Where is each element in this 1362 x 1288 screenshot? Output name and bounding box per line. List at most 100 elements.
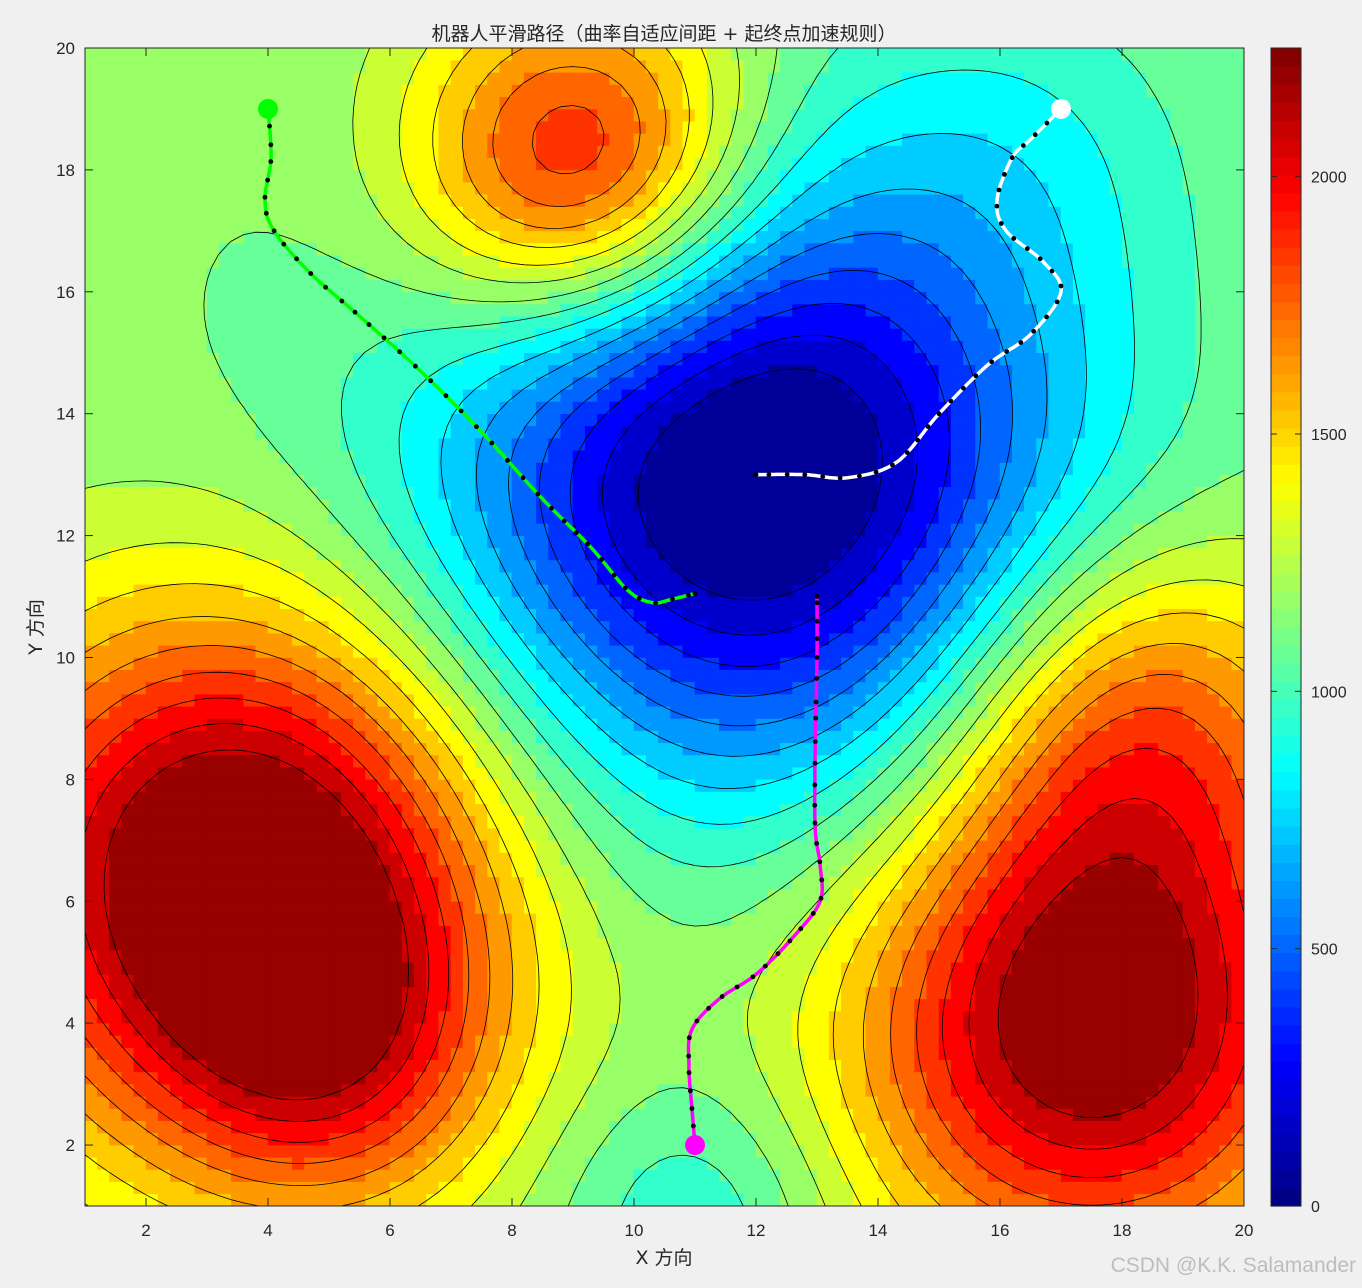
contour-cell xyxy=(206,876,220,890)
contour-cell xyxy=(316,267,330,280)
contour-cell xyxy=(292,328,305,341)
contour-cell xyxy=(231,998,244,1012)
contour-cell xyxy=(255,462,269,475)
contour-cell xyxy=(719,876,732,890)
contour-cell xyxy=(499,693,513,707)
contour-cell xyxy=(487,754,501,768)
contour-cell xyxy=(511,644,525,658)
contour-cell xyxy=(499,608,513,622)
contour-cell xyxy=(487,474,501,488)
contour-cell xyxy=(267,401,281,414)
contour-cell xyxy=(645,864,659,878)
contour-cell xyxy=(96,510,110,524)
contour-cell xyxy=(157,986,171,1000)
contour-cell xyxy=(511,718,525,731)
contour-cell xyxy=(658,279,671,293)
contour-cell xyxy=(109,364,122,378)
contour-cell xyxy=(194,340,208,354)
contour-cell xyxy=(353,669,366,683)
contour-cell xyxy=(377,705,391,719)
contour-cell xyxy=(719,559,732,573)
contour-cell xyxy=(633,1059,647,1073)
contour-cell xyxy=(267,900,281,914)
contour-cell xyxy=(414,72,427,85)
contour-cell xyxy=(145,401,159,414)
contour-cell xyxy=(438,1108,452,1121)
contour-cell xyxy=(560,754,574,768)
contour-cell xyxy=(267,376,281,390)
contour-cell xyxy=(194,59,208,73)
contour-cell xyxy=(438,291,452,305)
contour-cell xyxy=(621,974,635,987)
contour-cell xyxy=(267,742,281,756)
contour-cell xyxy=(475,900,488,914)
contour-cell xyxy=(694,693,708,707)
contour-cell xyxy=(328,730,342,744)
contour-cell xyxy=(584,803,598,817)
contour-cell xyxy=(109,449,122,463)
contour-cell xyxy=(572,888,586,902)
contour-cell xyxy=(145,718,159,731)
contour-cell xyxy=(694,364,708,378)
contour-cell xyxy=(145,547,159,561)
contour-cell xyxy=(255,1035,269,1048)
contour-cell xyxy=(279,376,293,390)
contour-cell xyxy=(255,510,269,524)
contour-cell xyxy=(621,803,635,817)
contour-cell xyxy=(292,669,305,683)
contour-cell xyxy=(401,1083,415,1097)
contour-cell xyxy=(682,1181,696,1195)
contour-cell xyxy=(401,364,415,378)
contour-cell xyxy=(621,571,635,585)
contour-cell xyxy=(560,328,574,341)
contour-cell xyxy=(145,974,159,987)
contour-cell xyxy=(267,59,281,73)
contour-cell xyxy=(377,888,391,902)
contour-cell xyxy=(560,827,574,841)
contour-cell xyxy=(414,925,427,939)
contour-cell xyxy=(609,157,623,171)
contour-cell xyxy=(706,730,720,744)
contour-cell xyxy=(133,620,147,634)
contour-cell xyxy=(353,937,366,951)
contour-cell xyxy=(548,644,562,658)
contour-cell xyxy=(255,352,269,366)
contour-cell xyxy=(401,1193,415,1206)
contour-cell xyxy=(499,1035,513,1048)
contour-cell xyxy=(377,1193,391,1206)
contour-cell xyxy=(194,72,208,85)
contour-cell xyxy=(414,693,427,707)
contour-cell xyxy=(304,791,318,805)
contour-cell xyxy=(194,888,208,902)
contour-cell xyxy=(182,486,196,500)
contour-cell xyxy=(206,157,220,171)
contour-cell xyxy=(133,779,147,792)
contour-cell xyxy=(719,1169,732,1182)
contour-cell xyxy=(194,766,208,780)
contour-cell xyxy=(475,1169,488,1182)
contour-cell xyxy=(658,267,671,280)
contour-cell xyxy=(170,157,183,171)
contour-cell xyxy=(340,230,354,244)
contour-cell xyxy=(218,486,232,500)
contour-cell xyxy=(682,693,696,707)
contour-cell xyxy=(560,59,574,73)
contour-cell xyxy=(414,547,427,561)
contour-cell xyxy=(353,267,366,280)
contour-cell xyxy=(658,364,671,378)
contour-cell xyxy=(182,913,196,926)
contour-cell xyxy=(279,1059,293,1073)
contour-cell xyxy=(621,1035,635,1048)
contour-cell xyxy=(121,1120,135,1134)
contour-cell xyxy=(96,620,110,634)
contour-cell xyxy=(706,937,720,951)
contour-cell xyxy=(572,389,586,402)
contour-cell xyxy=(560,925,574,939)
contour-cell xyxy=(206,705,220,719)
contour-cell xyxy=(389,1169,403,1182)
contour-cell xyxy=(85,730,98,744)
contour-cell xyxy=(560,669,574,683)
contour-cell xyxy=(182,949,196,963)
contour-cell xyxy=(548,108,562,122)
contour-cell xyxy=(316,1181,330,1195)
